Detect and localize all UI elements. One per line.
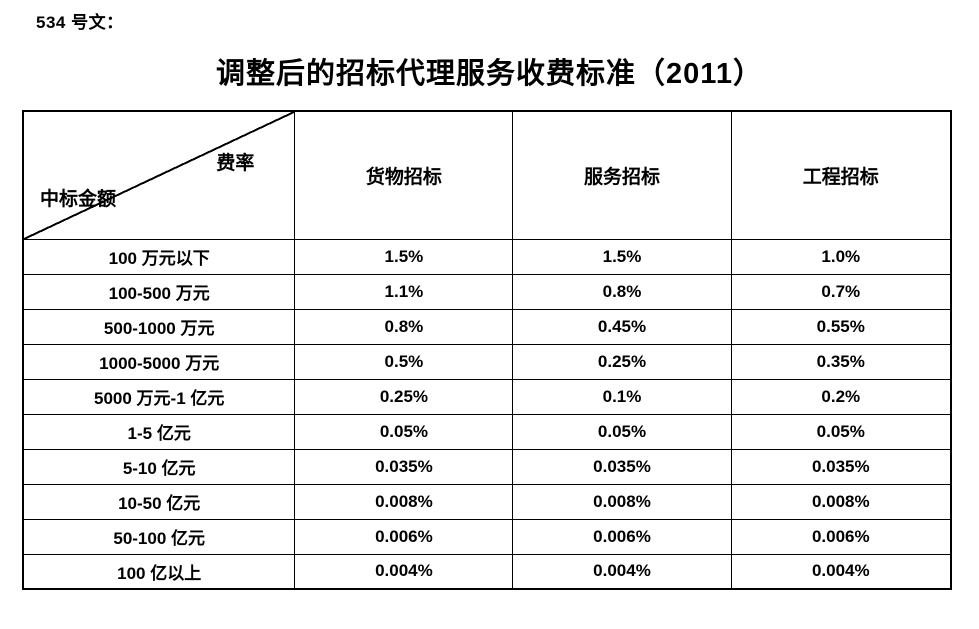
table-row: 10-50 亿元 0.008% 0.008% 0.008% (22, 483, 952, 520)
table-row: 5-10 亿元 0.035% 0.035% 0.035% (22, 448, 952, 485)
cell-value: 0.8% (512, 273, 732, 310)
cell-value: 0.006% (512, 518, 732, 555)
cell-value: 0.45% (512, 308, 732, 345)
cell-value: 0.008% (294, 483, 514, 520)
row-label: 1000-5000 万元 (22, 343, 296, 380)
row-label: 100-500 万元 (22, 273, 296, 310)
cell-value: 0.008% (512, 483, 732, 520)
table-row: 100 亿以上 0.004% 0.004% 0.004% (22, 553, 952, 590)
cell-value: 1.0% (730, 238, 952, 275)
row-label: 500-1000 万元 (22, 308, 296, 345)
table-row: 100 万元以下 1.5% 1.5% 1.0% (22, 238, 952, 275)
table-row: 1-5 亿元 0.05% 0.05% 0.05% (22, 413, 952, 450)
cell-value: 1.5% (512, 238, 732, 275)
row-label: 5000 万元-1 亿元 (22, 378, 296, 415)
cell-value: 0.006% (294, 518, 514, 555)
cell-value: 0.035% (512, 448, 732, 485)
page-title: 调整后的招标代理服务收费标准（2011） (216, 58, 763, 90)
table-corner-cell-diagonal: 费率 中标金额 (22, 110, 296, 240)
row-label: 100 亿以上 (22, 553, 296, 590)
table-row: 50-100 亿元 0.006% 0.006% 0.006% (22, 518, 952, 555)
column-header-goods: 货物招标 (294, 110, 514, 240)
cell-value: 1.5% (294, 238, 514, 275)
cell-value: 0.008% (730, 483, 952, 520)
cell-value: 0.004% (512, 553, 732, 590)
cell-value: 0.006% (730, 518, 952, 555)
cell-value: 0.2% (730, 378, 952, 415)
table-row: 1000-5000 万元 0.5% 0.25% 0.35% (22, 343, 952, 380)
row-label: 5-10 亿元 (22, 448, 296, 485)
cell-value: 0.05% (730, 413, 952, 450)
fee-rate-table: 费率 中标金额 货物招标 服务招标 工程招标 100 万元以下 1.5% 1.5… (22, 110, 952, 590)
cell-value: 0.8% (294, 308, 514, 345)
cell-value: 0.5% (294, 343, 514, 380)
cell-value: 0.004% (294, 553, 514, 590)
row-label: 100 万元以下 (22, 238, 296, 275)
cell-value: 0.004% (730, 553, 952, 590)
table-row: 100-500 万元 1.1% 0.8% 0.7% (22, 273, 952, 310)
column-header-service: 服务招标 (512, 110, 732, 240)
table-row: 500-1000 万元 0.8% 0.45% 0.55% (22, 308, 952, 345)
doc-number-label: 534 号文： (36, 13, 124, 32)
cell-value: 0.25% (294, 378, 514, 415)
cell-value: 0.35% (730, 343, 952, 380)
cell-value: 0.7% (730, 273, 952, 310)
corner-label-bid-amount: 中标金额 (40, 188, 117, 210)
corner-label-rate: 费率 (216, 153, 255, 174)
table-row: 5000 万元-1 亿元 0.25% 0.1% 0.2% (22, 378, 952, 415)
cell-value: 0.035% (294, 448, 514, 485)
cell-value: 0.05% (512, 413, 732, 450)
row-label: 1-5 亿元 (22, 413, 296, 450)
cell-value: 0.035% (730, 448, 952, 485)
row-label: 50-100 亿元 (22, 518, 296, 555)
column-header-engineering: 工程招标 (730, 110, 952, 240)
row-label: 10-50 亿元 (22, 483, 296, 520)
cell-value: 1.1% (294, 273, 514, 310)
table-header-row: 费率 中标金额 货物招标 服务招标 工程招标 (22, 110, 952, 240)
cell-value: 0.1% (512, 378, 732, 415)
cell-value: 0.55% (730, 308, 952, 345)
cell-value: 0.25% (512, 343, 732, 380)
cell-value: 0.05% (294, 413, 514, 450)
